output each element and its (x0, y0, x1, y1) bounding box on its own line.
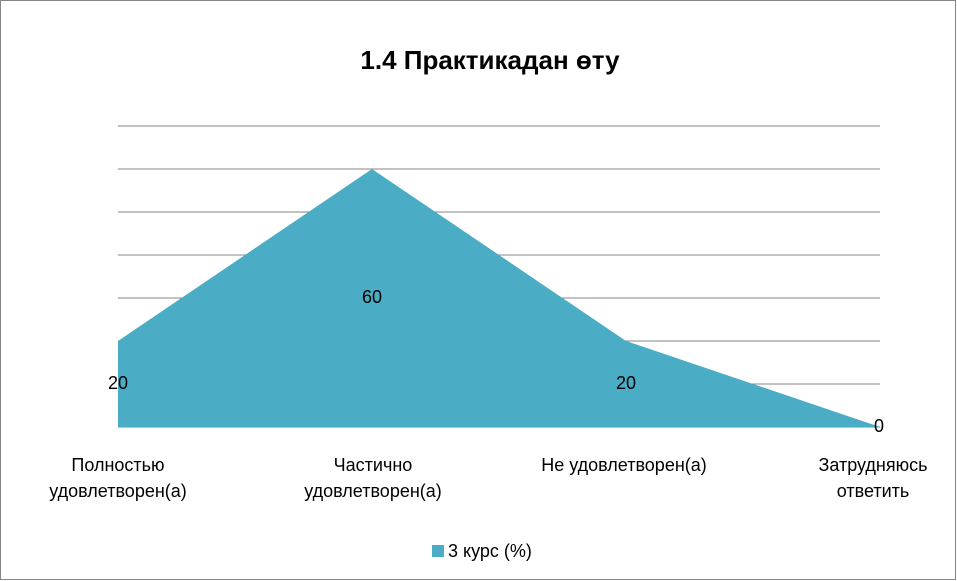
area (118, 169, 880, 427)
data-label: 20 (616, 373, 636, 393)
chart-title: 1.4 Практикадан өту (360, 45, 620, 75)
x-tick-label: Затрудняюсь ответить (818, 455, 928, 501)
x-tick-label: Частично удовлетворен(а) (304, 455, 442, 501)
legend-label: 3 курс (%) (448, 541, 532, 561)
data-label: 20 (108, 373, 128, 393)
x-tick-label: Не удовлетворен(а) (541, 455, 707, 475)
legend-swatch (432, 545, 444, 557)
x-tick-label: Полностью удовлетворен(а) (49, 455, 187, 501)
data-label: 60 (362, 287, 382, 307)
data-label: 0 (874, 416, 884, 436)
